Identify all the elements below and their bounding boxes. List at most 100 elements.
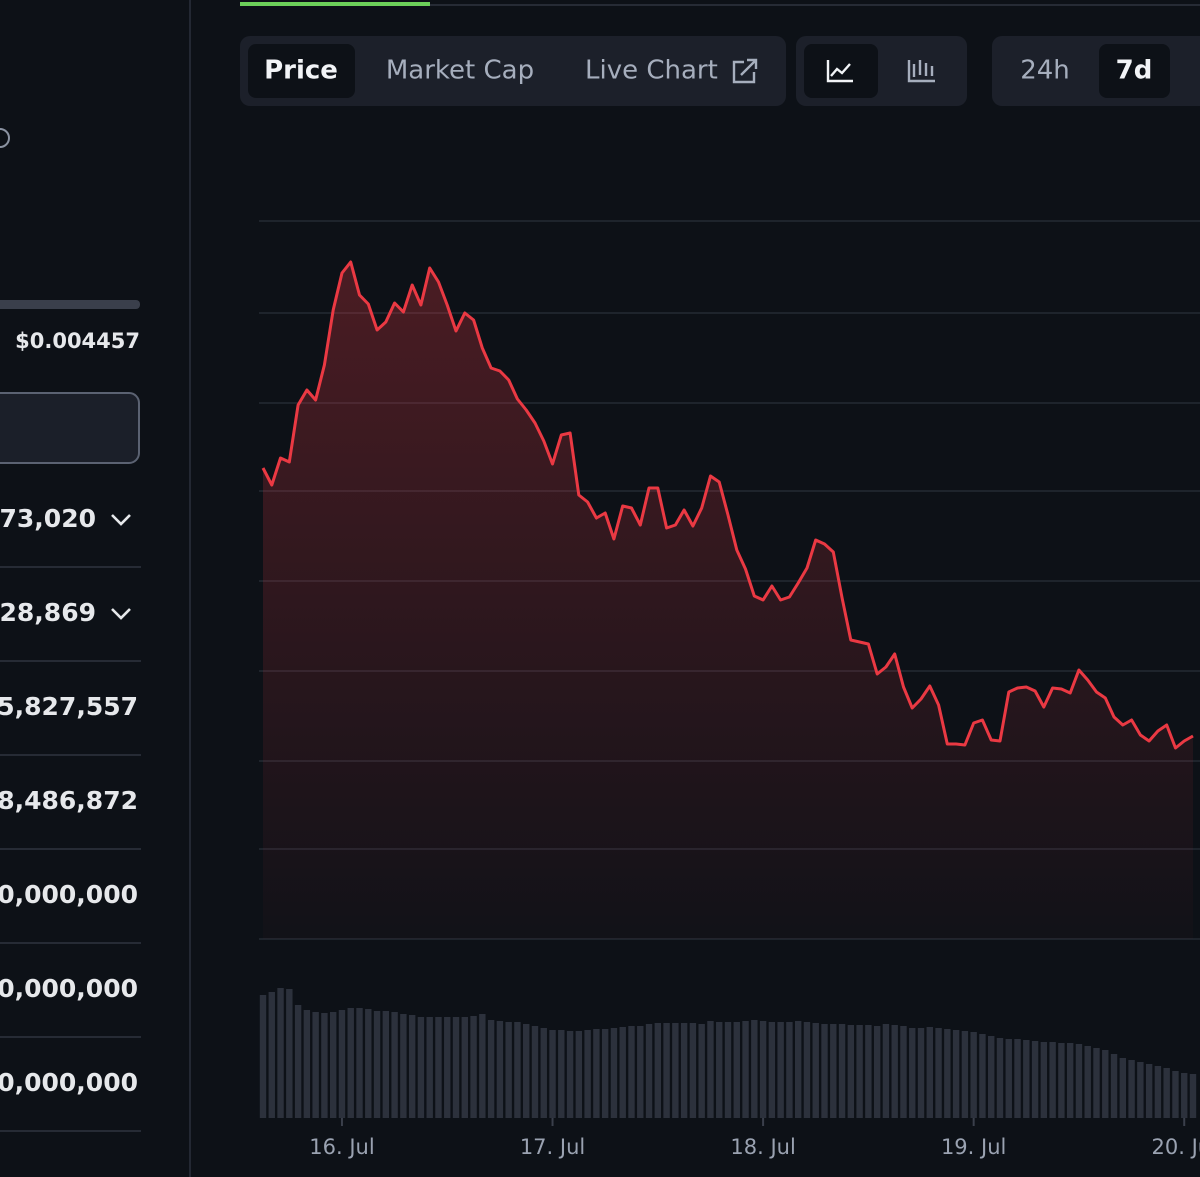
chevron (111, 514, 131, 526)
chevron (111, 608, 131, 620)
tab-group (240, 36, 786, 106)
volume-bar (1075, 1044, 1083, 1118)
volume-bar (654, 1023, 662, 1118)
tab[interactable]: Market Cap (386, 56, 534, 86)
volume-bar (558, 1030, 565, 1118)
volume-bar (900, 1026, 907, 1118)
volume-bar (356, 1008, 363, 1118)
volume-bar (619, 1027, 626, 1118)
price-chart: 16. Jul 17. Jul 18. Jul 19. Jul 20. Jul (259, 220, 1200, 1159)
range-button[interactable]: 7d (1116, 56, 1153, 86)
volume-bar (812, 1023, 819, 1118)
volume-bar (680, 1023, 688, 1118)
volume-bar (312, 1012, 319, 1118)
volume-bar (461, 1017, 468, 1118)
volume-bar (601, 1029, 609, 1118)
external-link-icon (732, 58, 758, 84)
volume-bar (1110, 1054, 1118, 1118)
volume-bar (882, 1024, 890, 1118)
line-chart-icon (826, 60, 853, 83)
volume-bar (303, 1010, 311, 1118)
volume-bar (1137, 1062, 1144, 1118)
volume-bar (628, 1026, 635, 1118)
volume-bar (944, 1029, 951, 1118)
stats-rows: 73,020 28,869 75,827,557 8,486,872 0,000,000… (0, 504, 141, 1132)
input-box[interactable] (0, 392, 140, 464)
volume-bar (593, 1029, 600, 1118)
volume-bar (1154, 1066, 1162, 1118)
volume-bar (452, 1017, 460, 1118)
volume-bar (751, 1020, 758, 1118)
volume-bar (277, 988, 284, 1118)
volume-bar (1014, 1039, 1021, 1118)
volume-bar (1181, 1073, 1188, 1118)
volume-bar (373, 1011, 381, 1118)
volume-bar (417, 1017, 425, 1118)
volume-bar (891, 1025, 898, 1118)
volume-bar (777, 1022, 784, 1118)
volume-bar (698, 1024, 705, 1118)
volume-bar (716, 1022, 723, 1118)
volume-bar (575, 1031, 583, 1118)
candle-chart-icon[interactable] (907, 60, 935, 83)
price-value: $0.004457 (15, 329, 140, 353)
volume-bar (435, 1017, 442, 1118)
volume-bar (926, 1027, 933, 1118)
volume-bar (847, 1025, 855, 1118)
volume-bar (400, 1014, 407, 1118)
volume-bar (329, 1012, 337, 1118)
volume-bar (487, 1020, 495, 1118)
volume-bar (830, 1024, 837, 1118)
x-tick-label: 18. Jul (730, 1135, 795, 1159)
volume-bar (268, 992, 275, 1118)
volume-bar (1172, 1071, 1179, 1118)
volume-bar (540, 1028, 547, 1118)
price-line (261, 260, 1194, 750)
volume-bar (584, 1030, 591, 1118)
volume-bar (365, 1009, 372, 1118)
stat-value: 0,000,000 (0, 880, 138, 909)
volume-bar (768, 1022, 776, 1118)
volume-bar (444, 1017, 451, 1118)
volume-bar (1163, 1068, 1170, 1118)
volume-bar (707, 1021, 714, 1118)
tab[interactable]: Live Chart (585, 56, 718, 86)
volume-bar (1023, 1040, 1030, 1118)
volume-bar (338, 1010, 346, 1118)
volume-bar (514, 1022, 521, 1118)
volume-bar (382, 1011, 390, 1118)
volume-bar (786, 1022, 793, 1118)
info-icon[interactable] (0, 128, 10, 148)
volume-bar (865, 1025, 872, 1118)
volume-bar (988, 1036, 995, 1118)
range-button[interactable]: 24h (1020, 56, 1070, 86)
volume-bar (952, 1030, 960, 1118)
volume-bar (909, 1028, 916, 1118)
volume-bar (1040, 1042, 1048, 1118)
volume-bar (961, 1031, 969, 1118)
volume-bar (970, 1032, 977, 1118)
volume-bar (1005, 1039, 1012, 1118)
volume-bar (1084, 1046, 1091, 1118)
volume-bar (294, 1005, 302, 1118)
volume-bar (1066, 1043, 1074, 1118)
x-tick-label: 19. Jul (941, 1135, 1006, 1159)
volume-bar (637, 1026, 644, 1118)
volume-bar (996, 1038, 1004, 1118)
tab[interactable]: Price (264, 56, 338, 86)
volume-bar (505, 1022, 512, 1118)
volume-bar (408, 1015, 416, 1118)
volume-bar (742, 1021, 749, 1118)
volume-bar (470, 1016, 477, 1118)
volume-bar (523, 1024, 530, 1118)
volume-bar (321, 1013, 328, 1118)
volume-bar (1049, 1042, 1056, 1118)
volume-bar (391, 1012, 398, 1118)
stat-value: 75,827,557 (0, 692, 138, 721)
volume-bar (259, 995, 267, 1118)
volume-bar (759, 1021, 767, 1118)
volume-bar (821, 1024, 828, 1118)
stat-value: 0,000,000 (0, 974, 138, 1003)
volume-bar (794, 1021, 802, 1118)
